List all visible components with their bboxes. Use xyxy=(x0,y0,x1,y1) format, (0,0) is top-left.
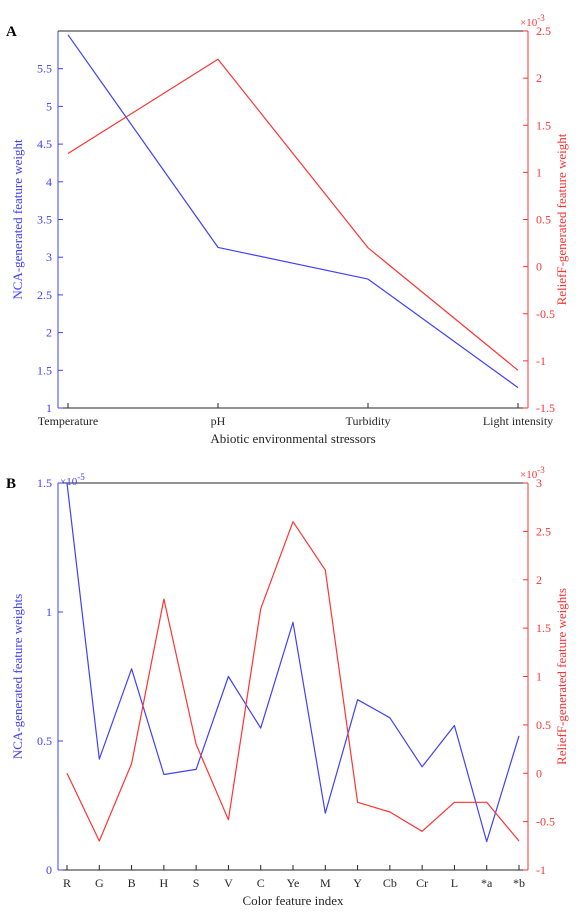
panel-b-right-tick-label: 2 xyxy=(536,573,542,587)
panel-b-x-tick-label: Cb xyxy=(383,876,397,890)
panel-b-right-tick-label: -1 xyxy=(536,863,546,877)
panel-b-left-multiplier: ×10-5 xyxy=(60,472,85,488)
panel-a-left-tick-label: 2 xyxy=(46,326,52,340)
panel-a-relieff-series-line xyxy=(67,58,519,371)
panel-a-right-tick-label: -1 xyxy=(536,354,546,368)
panel-a-right-axis-label: ReliefF-generated feature weight xyxy=(554,133,569,305)
panel-b-right-tick-label: 0.5 xyxy=(536,718,551,732)
panel-b-x-tick-label: Cr xyxy=(416,876,428,890)
panel-b-right-tick-label: 1.5 xyxy=(536,621,551,635)
panel-b-x-tick-label: V xyxy=(224,876,233,890)
panel-b-x-axis-label: Color feature index xyxy=(242,893,344,908)
panel-b-x-tick-label: Y xyxy=(353,876,362,890)
panel-a-right-tick-label: 1 xyxy=(536,165,542,179)
panel-b-x-tick-label: S xyxy=(193,876,200,890)
panel-a-left-tick-label: 5.5 xyxy=(37,62,52,76)
panel-a-x-tick-label: pH xyxy=(211,414,226,428)
panel-b-left-tick-label: 1.5 xyxy=(37,476,52,490)
panel-b-x-tick-label: *b xyxy=(513,876,525,890)
panel-a-right-tick-label: 2 xyxy=(536,71,542,85)
panel-b-x-tick-label: M xyxy=(320,876,331,890)
panel-b-nca-series-line xyxy=(66,482,520,843)
panel-b-right-tick-label: 0 xyxy=(536,766,542,780)
panel-b-x-tick-label: B xyxy=(128,876,136,890)
panel-a-left-tick-label: 1.5 xyxy=(37,363,52,377)
panel-a-left-tick-label: 1 xyxy=(46,401,52,415)
panel-b-panel-label: B xyxy=(6,476,16,492)
panel-a-left-tick-label: 3.5 xyxy=(37,213,52,227)
panel-b-x-tick-label: H xyxy=(160,876,169,890)
panel-b-chart: 0 0.5 1 1.5 -1 -0.5 0 0.5 1 1.5 2 2.5 3 R G B H S V C Ye M Y Cb… xyxy=(6,465,569,908)
panel-b-right-tick-label: 3 xyxy=(536,476,542,490)
panel-b-x-tick-label: Ye xyxy=(287,876,300,890)
panel-a-left-tick-label: 2.5 xyxy=(37,288,52,302)
panel-a-panel-label: A xyxy=(6,24,17,40)
panel-a-right-tick-label: 2.5 xyxy=(536,24,551,38)
panel-a-left-tick-label: 4 xyxy=(46,175,52,189)
panel-b-x-tick-label: G xyxy=(95,876,104,890)
panel-a-left-axis-label: NCA-generated feature weight xyxy=(10,139,25,300)
panel-b-left-tick-label: 1 xyxy=(46,605,52,619)
panel-b-left-tick-label: 0.5 xyxy=(37,734,52,748)
panel-b-x-tick-label: C xyxy=(257,876,265,890)
panel-a-left-tick-label: 3 xyxy=(46,250,52,264)
panel-a-chart: 1 1.5 2 2.5 3 3.5 4 4.5 5 5.5 -1.5 -1 -0.5 0 0.5 1 1.5 2 2… xyxy=(6,13,569,446)
panel-a-left-tick-label: 4.5 xyxy=(37,137,52,151)
panel-a-x-tick-label: Temperature xyxy=(38,414,98,428)
panel-a-right-tick-label: -1.5 xyxy=(536,401,555,415)
panel-a-right-tick-label: 0 xyxy=(536,260,542,274)
panel-b-relieff-series-line xyxy=(66,521,520,842)
panel-b-right-tick-label: 2.5 xyxy=(536,524,551,538)
panel-b-left-tick-label: 0 xyxy=(46,863,52,877)
panel-a-right-tick-label: 0.5 xyxy=(536,213,551,227)
panel-a-left-tick-label: 5 xyxy=(46,99,52,113)
panel-b-x-tick-label: R xyxy=(63,876,71,890)
panel-a-right-tick-label: -0.5 xyxy=(536,307,555,321)
panel-a-right-tick-label: 1.5 xyxy=(536,118,551,132)
panel-a-x-tick-label: Light intensity xyxy=(483,414,553,428)
panel-b-left-axis-label: NCA-generated feature weights xyxy=(10,594,25,759)
panel-a-x-tick-label: Turbidity xyxy=(346,414,391,428)
panel-a-nca-series-line xyxy=(67,34,519,389)
panel-b-x-tick-label: *a xyxy=(481,876,493,890)
panel-b-x-tick-label: L xyxy=(451,876,458,890)
panel-b-right-tick-label: 1 xyxy=(536,670,542,684)
panel-b-right-axis-label: ReliefF-generated feature weights xyxy=(554,588,569,765)
panel-a-x-axis-label: Abiotic environmental stressors xyxy=(210,431,375,446)
panel-b-right-tick-label: -0.5 xyxy=(536,815,555,829)
